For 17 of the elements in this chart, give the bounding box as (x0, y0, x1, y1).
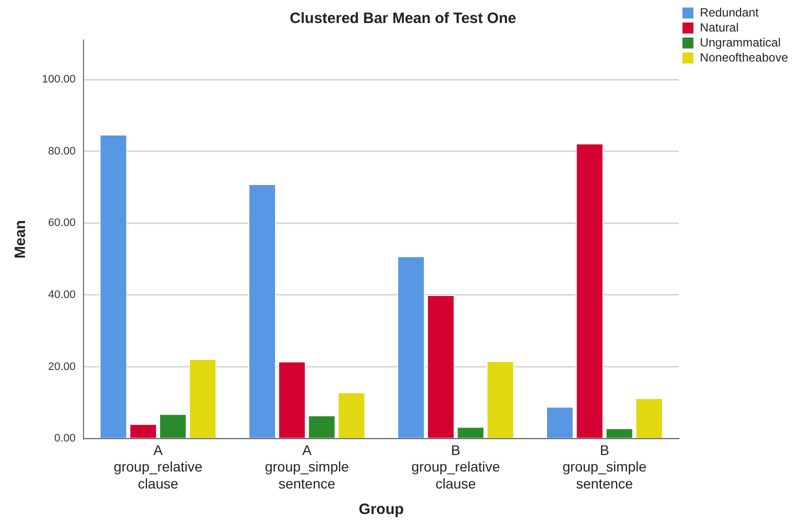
y-tick-label: 60.00 (48, 217, 76, 230)
legend-label: Natural (700, 20, 739, 34)
y-tick-label: 20.00 (48, 360, 76, 373)
y-tick-label: 40.00 (48, 288, 76, 301)
x-tick-label: A group_simple sentence (264, 442, 350, 492)
y-tick-label: 100.00 (42, 74, 76, 86)
legend-label: Redundant (700, 5, 760, 20)
chart-title: Clustered Bar Mean of Test One (290, 10, 516, 28)
y-tick-label: 0.00 (54, 432, 76, 445)
x-tick-label: B group_relative clause (411, 442, 500, 492)
legend-label: Noneoftheabove (700, 50, 788, 64)
x-tick-label: B group_simple sentence (562, 442, 647, 492)
legend-label: Ungrammatical (700, 35, 781, 50)
y-tick-label: 80.00 (48, 145, 76, 158)
x-axis-title: Group (358, 501, 404, 518)
x-tick-label: A group_relative clause (114, 442, 203, 492)
y-axis-title: Mean (12, 220, 30, 258)
